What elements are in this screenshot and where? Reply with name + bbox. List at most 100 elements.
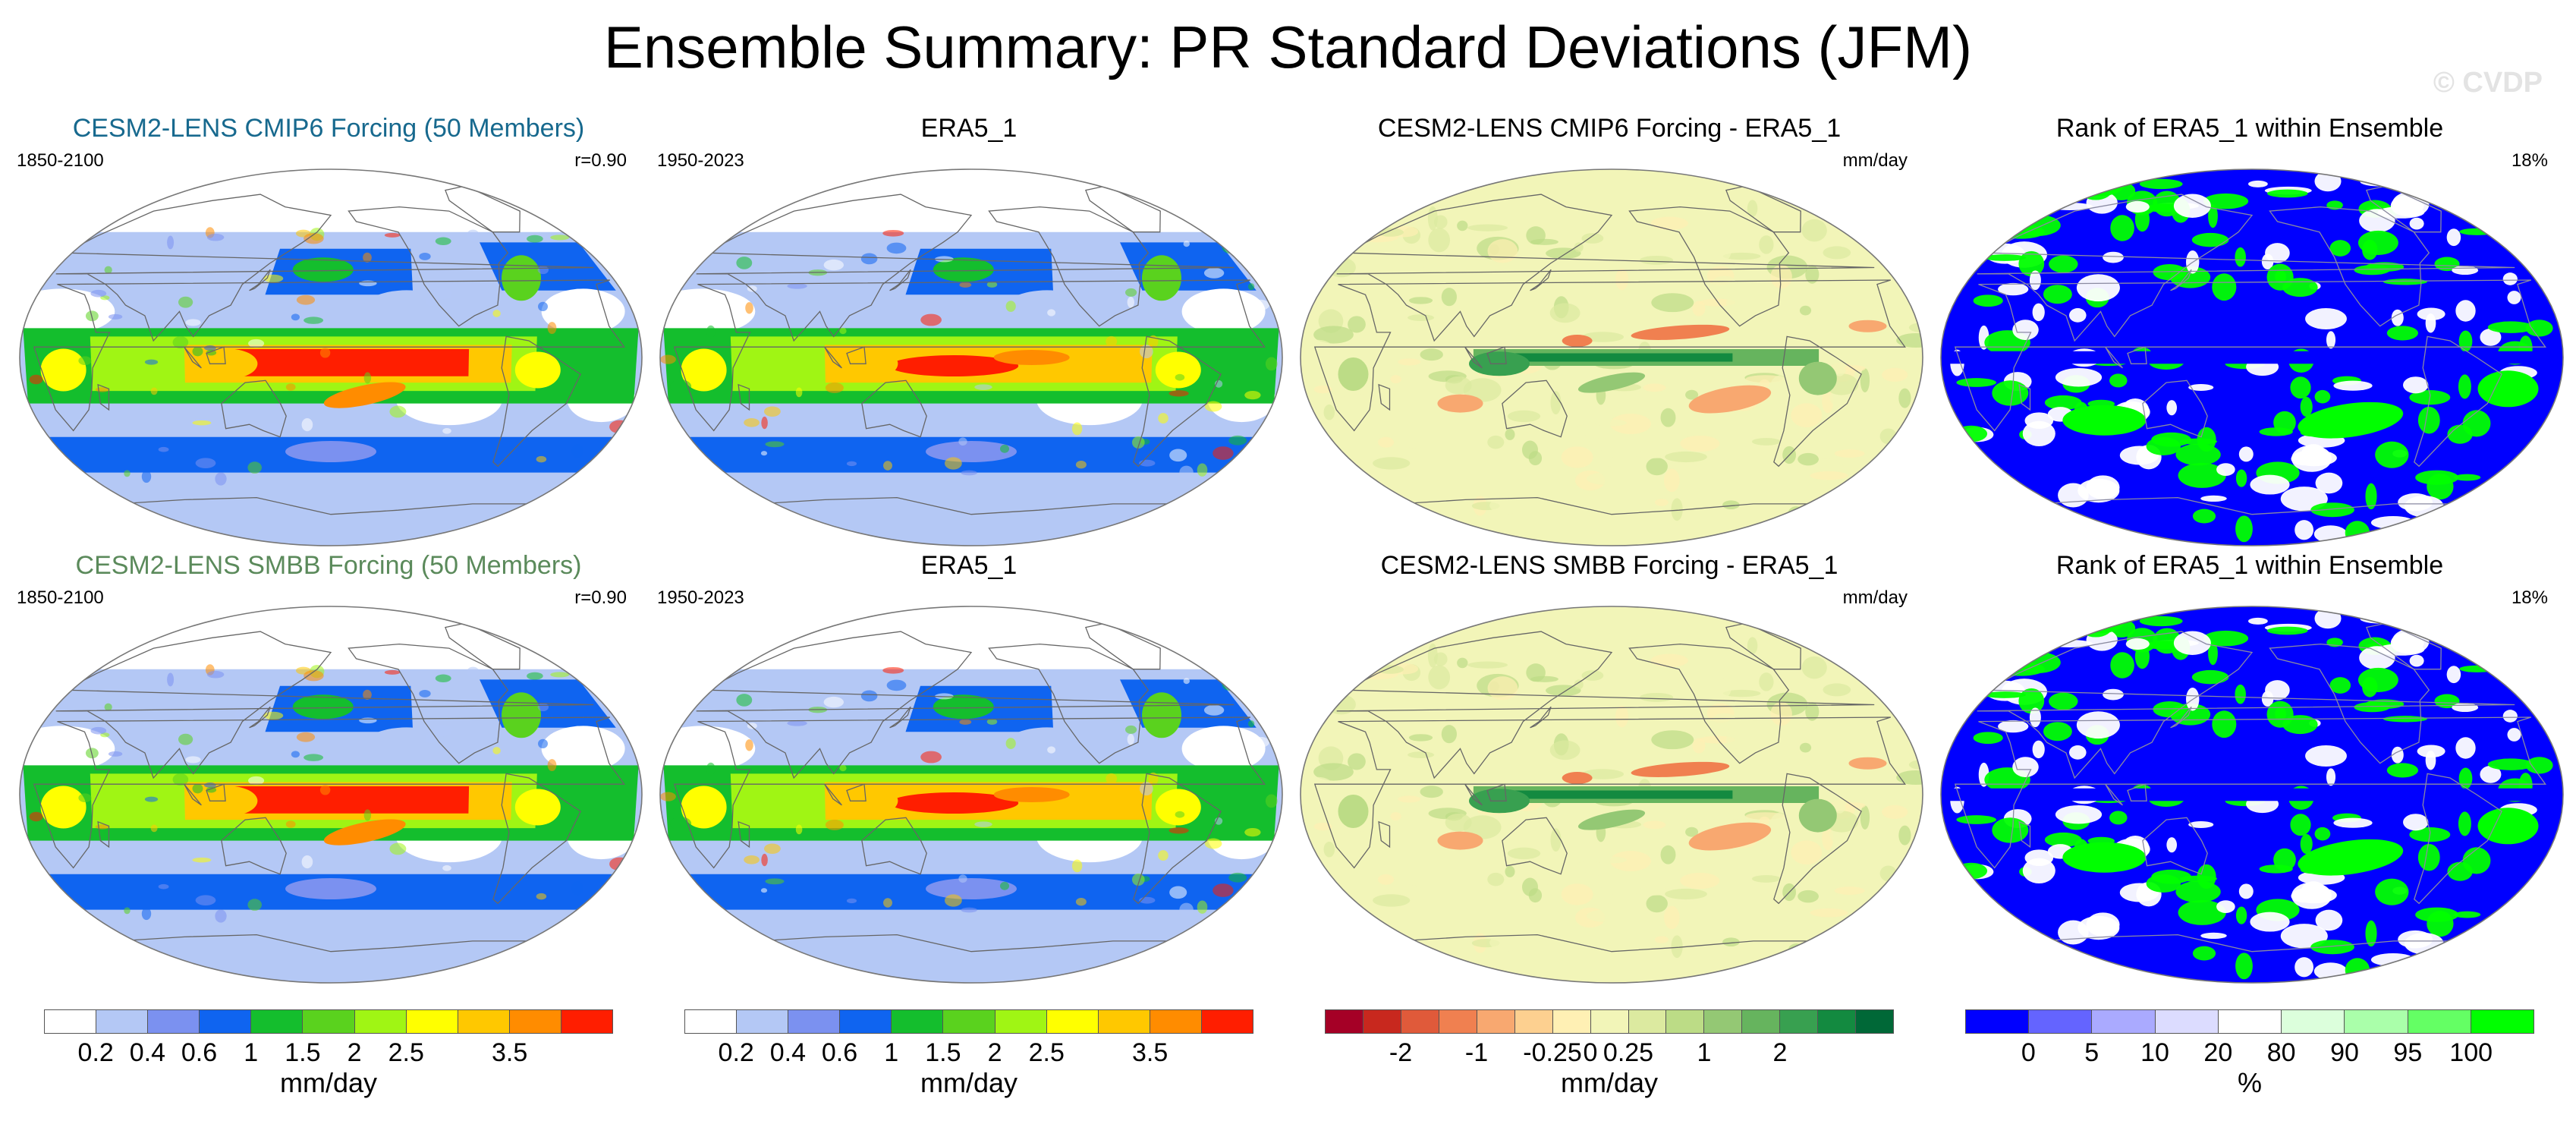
rank-patch — [2077, 478, 2120, 503]
field-speckle — [195, 458, 216, 469]
map-plot — [19, 168, 643, 546]
diff-speckle — [1844, 802, 1866, 809]
diff-speckle — [1457, 220, 1468, 231]
rank-patch — [2173, 631, 2211, 655]
field-speckle — [839, 764, 847, 772]
rank-patch — [1998, 720, 2029, 733]
dry-zone-ne-atlantic — [541, 288, 625, 335]
diff-speckle — [1665, 888, 1707, 900]
colorbar-tick-label: 1 — [1697, 1038, 1712, 1067]
coastline — [1773, 335, 1862, 468]
map-border — [659, 606, 1283, 984]
kuroshio — [933, 257, 994, 282]
field-speckle — [1106, 335, 1118, 347]
coastline — [2039, 496, 2464, 546]
diff-speckle — [1717, 429, 1740, 442]
diff-speckle — [1323, 841, 1335, 858]
colorbar-swatch — [2218, 1010, 2282, 1033]
panel-title: CESM2-LENS CMIP6 Forcing (50 Members) — [72, 114, 585, 143]
dry-zone-ne-pacific — [1001, 290, 1093, 333]
rank-patch — [2458, 374, 2471, 399]
diff-speckle — [1388, 884, 1422, 894]
panel-title: ERA5_1 — [920, 551, 1018, 580]
colorbar-swatch — [251, 1010, 304, 1033]
coastline — [1464, 783, 1483, 806]
panel-note: r=0.90 — [574, 150, 627, 171]
colorbar-tick-label: 1 — [884, 1038, 899, 1067]
field-speckle — [1075, 460, 1087, 469]
rank-high-indian — [2062, 405, 2147, 436]
coastline — [846, 783, 867, 801]
rank-patch — [2250, 912, 2290, 932]
field-speckle — [1213, 883, 1234, 897]
diff-speckle — [1416, 691, 1426, 706]
colorbar-cb2: 0.2 0.4 0.6 1 1.5 2 2.5 3.5 mm/day — [684, 1009, 1253, 1101]
coastline — [889, 706, 911, 729]
polar-north — [728, 606, 1214, 669]
field-speckle — [860, 690, 878, 702]
coastline — [1313, 716, 1906, 869]
field-speckle — [363, 372, 372, 384]
diff-speckle — [1550, 391, 1562, 414]
coastline — [2127, 346, 2147, 364]
gulf-stream — [1142, 692, 1181, 738]
field-speckle — [1140, 345, 1153, 359]
map-panel-r1c3: CESM2-LENS CMIP6 Forcing - ERA5_1 mm/day — [1294, 112, 1924, 551]
rank-patch — [2267, 626, 2308, 635]
dry-zone-indian — [127, 836, 204, 871]
colorbar-tick-label: 100 — [2449, 1038, 2493, 1067]
rank-patch — [2077, 915, 2120, 940]
field-speckle — [1140, 782, 1153, 796]
field-speckle — [425, 733, 438, 744]
field-speckle — [192, 783, 203, 794]
rank-patch — [2300, 396, 2313, 417]
coastline — [1133, 773, 1222, 905]
field-speckle — [296, 294, 316, 305]
diff-speckle — [1699, 735, 1735, 744]
coastline — [1977, 194, 2515, 342]
gulf-stream — [502, 692, 541, 738]
coastline — [1954, 716, 2546, 869]
field-speckle — [1005, 301, 1016, 312]
coastline — [249, 269, 271, 291]
field-speckle — [1106, 773, 1118, 784]
field-speckle — [1131, 873, 1145, 886]
diff-speckle — [1643, 383, 1666, 392]
diff-speckle — [1574, 242, 1584, 253]
diff-positive-congo — [1338, 357, 1369, 391]
diff-speckle — [1445, 376, 1472, 395]
colorbar-cb4: 0 5 10 20 80 90 95 100% — [1965, 1009, 2534, 1101]
field-speckle — [1213, 446, 1234, 460]
diff-speckle — [1725, 294, 1749, 312]
field-speckle — [144, 359, 159, 365]
rank-patch — [2192, 509, 2216, 524]
diff-speckle — [1699, 298, 1735, 307]
rank-patch — [2458, 811, 2471, 836]
field-speckle — [124, 907, 131, 915]
diff-negative-itcz — [1631, 761, 1730, 777]
field-speckle — [158, 883, 169, 890]
rank-patch — [2134, 206, 2150, 232]
field-speckle — [706, 762, 716, 776]
field-speckle — [150, 824, 158, 833]
diff-speckle — [1799, 305, 1812, 316]
rank-patch — [2329, 240, 2351, 257]
diff-speckle — [1751, 437, 1781, 446]
field-speckle — [1244, 827, 1261, 837]
coastline — [97, 383, 110, 411]
diff-speckle — [1376, 228, 1404, 237]
diff-speckle — [1660, 408, 1676, 427]
diff-speckle — [1507, 210, 1527, 224]
colorbar-swatch — [1742, 1010, 1781, 1033]
diff-speckle — [1522, 877, 1538, 896]
rank-patch — [2375, 441, 2409, 468]
rank-patch — [2459, 665, 2495, 672]
colorbar-tick-label: 0.25 — [1603, 1038, 1654, 1067]
map-plot — [1300, 606, 1923, 984]
diff-speckle — [1860, 805, 1870, 830]
map-panel-r1c4: Rank of ERA5_1 within Ensemble 18% — [1935, 112, 2565, 551]
diff-speckle — [1378, 874, 1395, 885]
colorbar-swatch — [2155, 1010, 2219, 1033]
diff-speckle — [1408, 297, 1433, 304]
coastline — [738, 383, 750, 411]
